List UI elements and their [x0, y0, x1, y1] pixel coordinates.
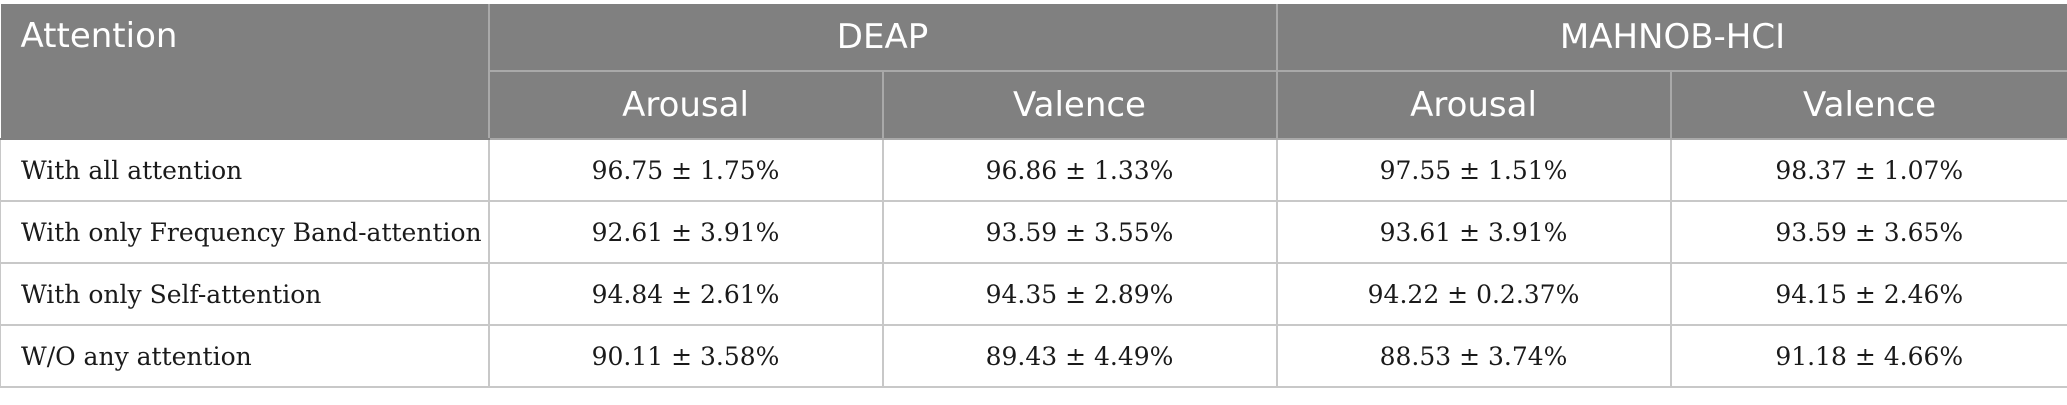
row-label: W/O any attention	[0, 325, 490, 388]
cell-mahnob-arousal: 88.53 ± 3.74%	[1276, 325, 1672, 388]
table-body: With all attention 96.75 ± 1.75% 96.86 ±…	[0, 139, 2067, 388]
header-group-deap: DEAP	[488, 4, 1278, 72]
attention-ablation-table: Attention DEAP MAHNOB-HCI Arousal Valenc…	[0, 4, 2067, 388]
table-row: W/O any attention 90.11 ± 3.58% 89.43 ± …	[0, 325, 2067, 388]
cell-deap-valence: 89.43 ± 4.49%	[882, 325, 1278, 388]
header-group-mahnob-hci: MAHNOB-HCI	[1276, 4, 2067, 72]
header-mahnob-valence: Valence	[1670, 71, 2067, 140]
header-deap-valence: Valence	[882, 71, 1278, 140]
cell-deap-arousal: 94.84 ± 2.61%	[488, 263, 884, 326]
table-row: With only Frequency Band-attention 92.61…	[0, 201, 2067, 264]
cell-deap-valence: 93.59 ± 3.55%	[882, 201, 1278, 264]
row-label: With only Self-attention	[0, 263, 490, 326]
cell-mahnob-arousal: 97.55 ± 1.51%	[1276, 139, 1672, 202]
cell-mahnob-valence: 91.18 ± 4.66%	[1670, 325, 2067, 388]
cell-deap-arousal: 90.11 ± 3.58%	[488, 325, 884, 388]
header-attention: Attention	[0, 4, 490, 140]
cell-deap-valence: 94.35 ± 2.89%	[882, 263, 1278, 326]
table-header: Attention DEAP MAHNOB-HCI Arousal Valenc…	[0, 4, 2067, 140]
row-label: With only Frequency Band-attention	[0, 201, 490, 264]
header-mahnob-arousal: Arousal	[1276, 71, 1672, 140]
cell-mahnob-arousal: 93.61 ± 3.91%	[1276, 201, 1672, 264]
cell-mahnob-valence: 94.15 ± 2.46%	[1670, 263, 2067, 326]
row-label: With all attention	[0, 139, 490, 202]
header-deap-arousal: Arousal	[488, 71, 884, 140]
cell-deap-arousal: 92.61 ± 3.91%	[488, 201, 884, 264]
cell-deap-arousal: 96.75 ± 1.75%	[488, 139, 884, 202]
cell-mahnob-valence: 98.37 ± 1.07%	[1670, 139, 2067, 202]
cell-mahnob-valence: 93.59 ± 3.65%	[1670, 201, 2067, 264]
cell-mahnob-arousal: 94.22 ± 0.2.37%	[1276, 263, 1672, 326]
cell-deap-valence: 96.86 ± 1.33%	[882, 139, 1278, 202]
table-row: With all attention 96.75 ± 1.75% 96.86 ±…	[0, 139, 2067, 202]
table-row: With only Self-attention 94.84 ± 2.61% 9…	[0, 263, 2067, 326]
results-table-container: Attention DEAP MAHNOB-HCI Arousal Valenc…	[0, 4, 2067, 388]
